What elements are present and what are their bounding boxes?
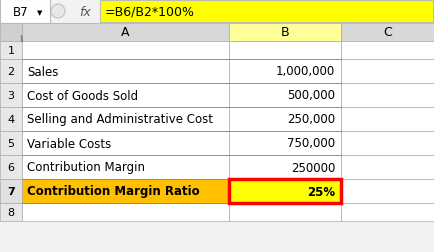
Bar [22,179,229,203]
Text: C: C [383,26,392,39]
Bar [22,24,229,42]
Bar [229,108,341,132]
Bar [229,60,341,84]
Bar [22,84,229,108]
Text: 500,000: 500,000 [287,89,335,102]
Text: 6: 6 [7,162,14,172]
Bar [0,0,50,24]
Text: 1: 1 [7,46,14,56]
Bar [341,203,434,221]
Bar [70,2,100,22]
Text: 25%: 25% [307,185,335,198]
Text: A: A [121,26,130,39]
Text: Contribution Margin Ratio: Contribution Margin Ratio [27,185,200,198]
Text: 4: 4 [7,115,15,124]
Bar [341,42,434,60]
Text: =B6/B2*100%: =B6/B2*100% [105,6,195,18]
Text: 250000: 250000 [291,161,335,174]
Bar [0,179,22,203]
Bar [22,155,229,179]
Bar [341,132,434,155]
Text: Sales: Sales [27,65,59,78]
Bar [229,203,341,221]
Bar [229,132,341,155]
Bar [22,108,229,132]
Bar [0,42,22,60]
Bar [0,0,434,24]
Text: 750,000: 750,000 [287,137,335,150]
Bar [0,108,22,132]
Bar [0,24,22,42]
Text: ▼: ▼ [37,10,43,16]
Circle shape [51,5,65,19]
Bar [341,24,434,42]
Bar [22,60,229,84]
Bar [0,60,22,84]
Text: fx: fx [79,6,91,18]
Text: B7: B7 [13,6,29,18]
Text: Selling and Administrative Cost: Selling and Administrative Cost [27,113,213,126]
Bar [0,203,22,221]
Bar [229,24,341,42]
Text: 3: 3 [7,91,14,101]
Text: Variable Costs: Variable Costs [27,137,111,150]
Bar [100,1,433,23]
Text: Cost of Goods Sold: Cost of Goods Sold [27,89,138,102]
Bar [341,179,434,203]
Bar [22,132,229,155]
Bar [341,84,434,108]
Bar [341,155,434,179]
Text: 7: 7 [7,186,15,196]
Text: Contribution Margin: Contribution Margin [27,161,145,174]
Text: 8: 8 [7,207,15,217]
Bar [341,60,434,84]
Bar [229,42,341,60]
Bar [22,42,229,60]
Bar [22,203,229,221]
Text: B: B [281,26,289,39]
Text: 2: 2 [7,67,15,77]
Text: 1,000,000: 1,000,000 [276,65,335,78]
Bar [0,132,22,155]
Bar [0,155,22,179]
Bar [0,84,22,108]
Text: 250,000: 250,000 [287,113,335,126]
Bar [229,155,341,179]
Bar [229,179,341,203]
Bar [229,84,341,108]
Bar [341,108,434,132]
Bar [229,179,341,203]
Polygon shape [21,36,22,42]
Text: 5: 5 [7,138,14,148]
